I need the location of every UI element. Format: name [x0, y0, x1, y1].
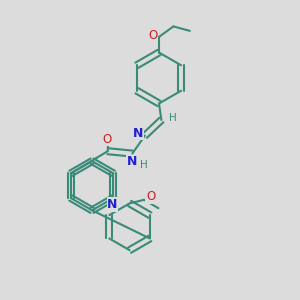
Text: N: N: [107, 198, 118, 211]
Text: H: H: [169, 113, 177, 124]
Text: H: H: [140, 160, 148, 170]
Text: N: N: [133, 127, 143, 140]
Text: O: O: [146, 190, 155, 203]
Text: O: O: [148, 29, 158, 42]
Text: N: N: [127, 155, 137, 169]
Text: O: O: [103, 133, 112, 146]
